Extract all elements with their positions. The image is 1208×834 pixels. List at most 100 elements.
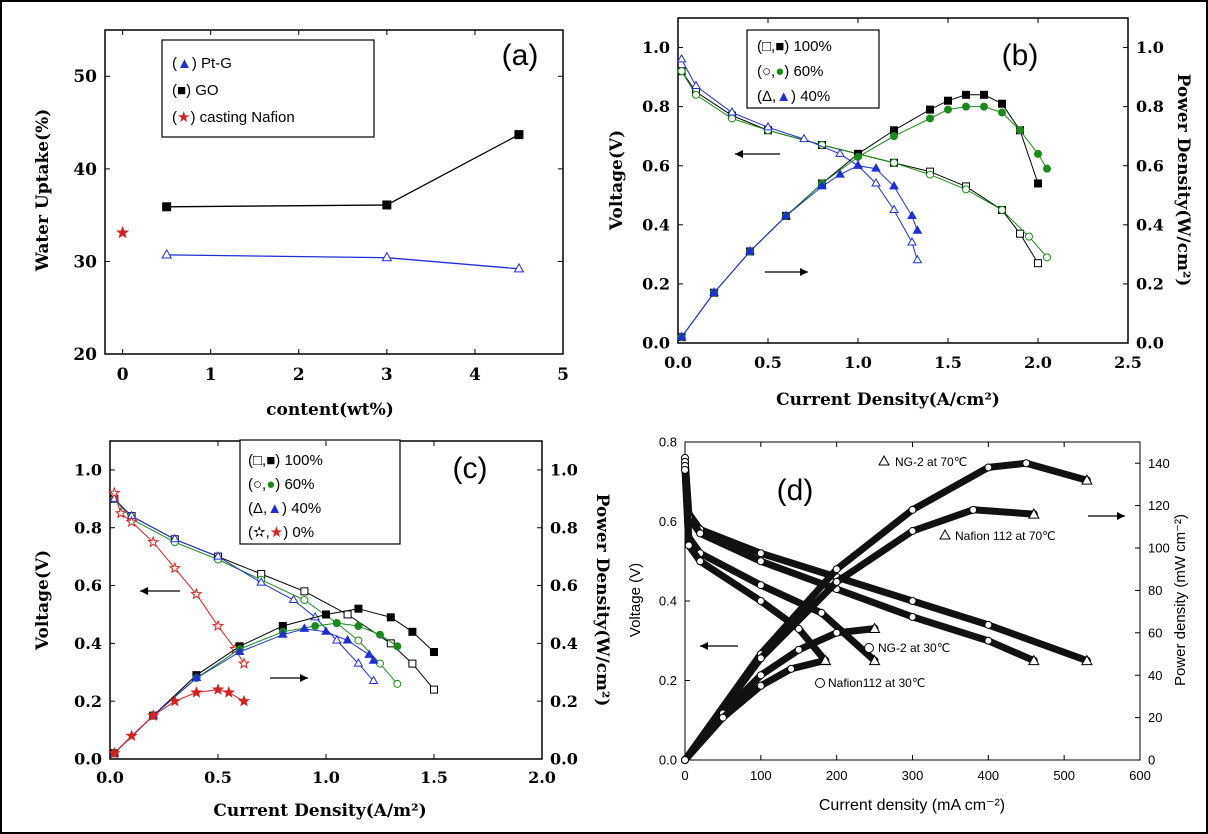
data-point <box>984 463 993 472</box>
x-tick-label: 4 <box>469 365 481 385</box>
data-point <box>211 619 225 632</box>
panel-b: (b) Current Density(A/cm²) Voltage(V) Po… <box>607 17 1193 410</box>
x-tick-label: 0 <box>117 365 129 385</box>
panel-d: (d) Current density (mA cm⁻²) Voltage (V… <box>627 435 1189 814</box>
x-tick-label: 0.5 <box>204 768 232 787</box>
y-tick-label: 30 <box>73 252 97 272</box>
plot-frame-a <box>104 29 564 355</box>
data-point <box>169 533 180 543</box>
x-tick-label: 0.0 <box>664 353 692 372</box>
data-point <box>1016 126 1024 135</box>
y-axis-label-c: Voltage(V) <box>33 550 53 651</box>
x-tick-label: 3 <box>381 365 393 385</box>
data-point <box>794 645 803 654</box>
data-point <box>343 610 352 619</box>
x-tick-label: 1 <box>205 365 217 385</box>
data-point <box>191 672 202 682</box>
data-point <box>288 594 299 603</box>
data-point <box>277 629 288 638</box>
end-marker <box>1027 508 1040 519</box>
legend-box-a <box>161 39 375 138</box>
data-point <box>871 163 881 172</box>
data-point <box>147 535 160 548</box>
legend-entry: (□,■) 100% <box>248 452 323 469</box>
data-point <box>353 658 364 667</box>
data-point <box>756 681 765 690</box>
panel-a: (a) content(wt%) Water Uptake(%) 0 1 2 3 4 5 2… <box>33 29 569 420</box>
y-tick-label: 0.8 <box>659 435 677 450</box>
annotation-ng2-70: NG-2 at 70℃ <box>895 455 967 469</box>
y2-tick-label: 0 <box>1148 753 1155 768</box>
data-point <box>908 505 917 514</box>
end-marker <box>868 654 881 666</box>
y2-tick-label: 0.2 <box>550 692 578 711</box>
series-line <box>681 70 1048 258</box>
data-point <box>912 254 923 264</box>
data-point <box>756 549 765 558</box>
data-point <box>684 541 693 550</box>
x-tick-label: 1.5 <box>934 353 962 372</box>
panel-label-d: (d) <box>777 474 814 507</box>
data-point <box>234 646 245 656</box>
x-tick-label: 1.0 <box>844 353 872 372</box>
data-point <box>998 99 1006 108</box>
y2-tick-label: 40 <box>1148 668 1162 683</box>
data-point <box>364 649 375 658</box>
y-axis-label-a: Water Uptake(%) <box>33 109 53 273</box>
y2-tick-label: 80 <box>1148 583 1162 598</box>
legend-entry: (■) GO <box>172 82 219 99</box>
data-point <box>692 90 700 99</box>
data-point <box>381 251 393 262</box>
data-point <box>1034 179 1042 188</box>
y2-axis-label-b: Power Density(W/cm²) <box>1173 74 1193 287</box>
data-point <box>300 587 309 596</box>
series-line <box>113 498 374 682</box>
x-tick-label: 1.0 <box>312 768 340 787</box>
legend-box-c <box>239 439 401 545</box>
data-point <box>213 551 223 560</box>
y-tick-label: 0.8 <box>642 97 670 116</box>
x-tick-label: 2.0 <box>1024 353 1052 372</box>
y2-tick-label: 100 <box>1148 541 1170 556</box>
y-tick-label: 0.4 <box>642 215 670 234</box>
end-marker <box>1081 474 1093 485</box>
data-point <box>190 587 203 600</box>
power-arrow-head <box>300 674 308 682</box>
data-point <box>222 686 235 698</box>
data-point <box>331 634 342 644</box>
y2-tick-label: 140 <box>1148 456 1170 471</box>
voltage-arrow-head <box>735 150 743 158</box>
data-point <box>962 185 970 194</box>
y-tick-label: 0.0 <box>659 753 677 768</box>
data-point <box>854 152 862 161</box>
data-point <box>889 180 899 190</box>
x-tick-label: 1.5 <box>420 768 448 787</box>
data-point <box>1043 253 1051 262</box>
y-tick-label: 0.4 <box>74 634 102 653</box>
data-point <box>393 679 402 688</box>
x-tick-label: 0.5 <box>754 353 782 372</box>
legend-entry: (□,■) 100% <box>757 38 832 55</box>
data-point <box>430 648 438 657</box>
data-point <box>745 245 755 255</box>
y-tick-label: 50 <box>73 67 97 87</box>
end-marker <box>1027 654 1040 666</box>
data-point <box>998 108 1006 117</box>
data-point <box>108 746 121 759</box>
data-point <box>926 170 934 179</box>
data-point <box>871 177 881 187</box>
y-tick-label: 0.6 <box>642 156 670 175</box>
data-point <box>889 204 899 214</box>
data-point <box>984 636 993 645</box>
data-point <box>908 597 917 605</box>
data-point <box>114 506 127 519</box>
y-tick-label: 1.0 <box>642 38 670 57</box>
y2-tick-label: 0.4 <box>550 634 578 653</box>
data-point <box>907 210 917 219</box>
data-point <box>926 105 934 114</box>
data-point <box>835 169 845 178</box>
data-point <box>944 105 952 114</box>
data-point <box>354 604 363 613</box>
y2-tick-label: 0.8 <box>1136 97 1164 116</box>
data-point <box>832 565 841 574</box>
